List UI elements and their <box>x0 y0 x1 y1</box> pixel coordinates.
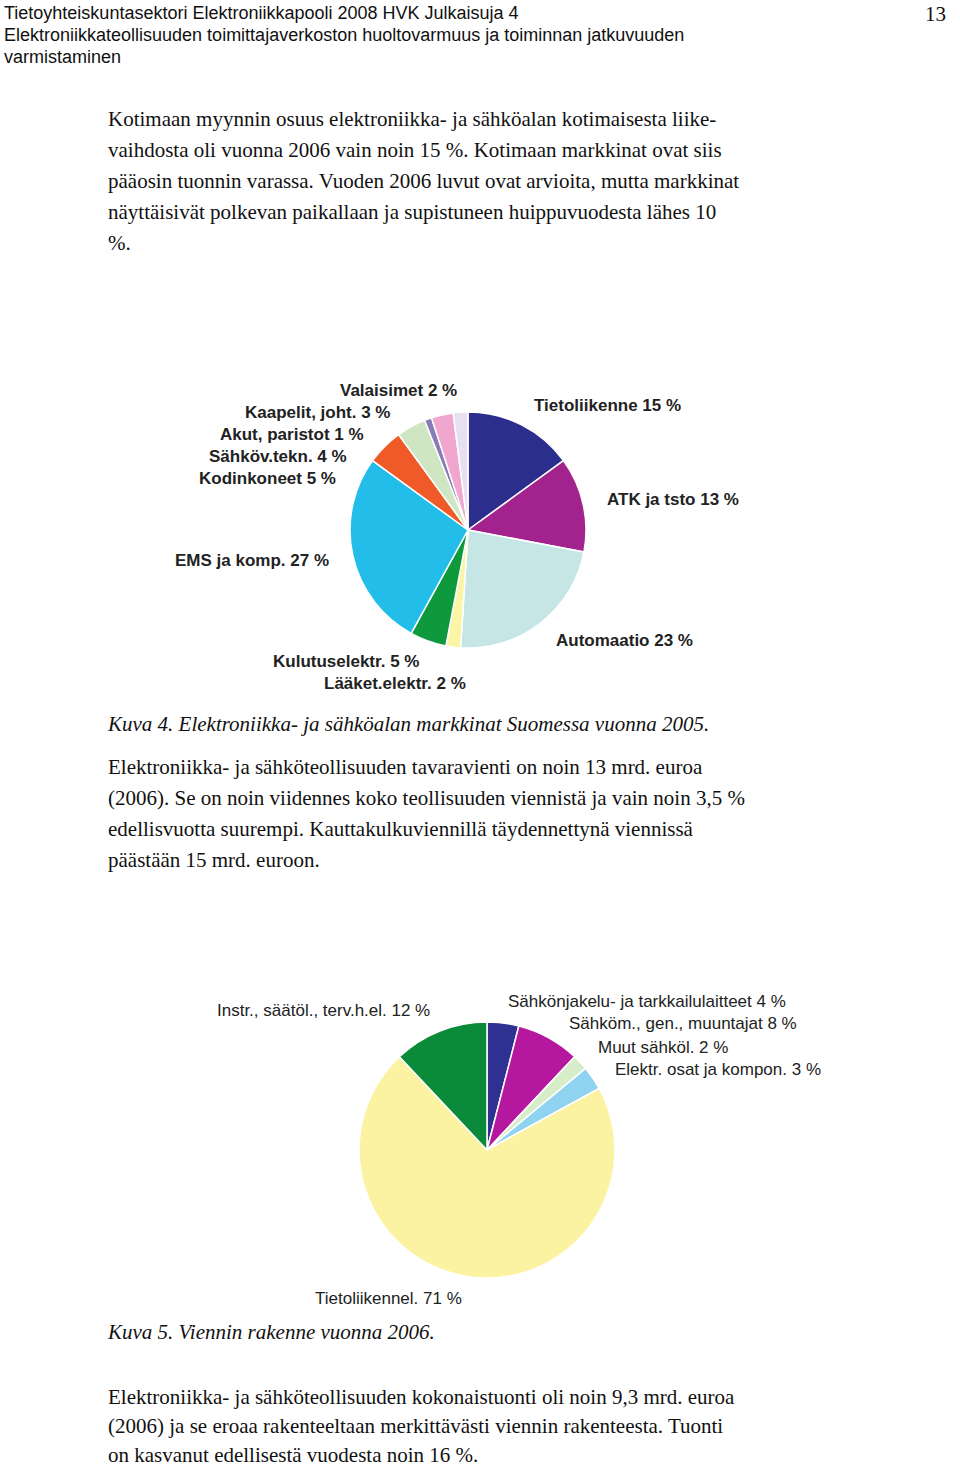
html-text:(2006). Se on noin viidennes k: (2006). Se on noin viidennes koko teolli… <box>108 786 745 810</box>
svg-text:Instr., säätöl., terv.h.el. 12: Instr., säätöl., terv.h.el. 12 % <box>217 1001 430 1020</box>
html-text:on kasvanut edellisestä vuodes: on kasvanut edellisestä vuodesta noin 16… <box>108 1443 479 1467</box>
html-text:Kuva 5. Viennin rakenne vuonna: Kuva 5. Viennin rakenne vuonna 2006. <box>108 1320 435 1344</box>
html-text:Kotimaan myynnin osuus elektro: Kotimaan myynnin osuus elektroniikka- ja… <box>108 107 717 131</box>
html-text:päästään 15 mrd. euroon.: päästään 15 mrd. euroon. <box>108 848 320 872</box>
html-text:Elektroniikka- ja sähköteollis: Elektroniikka- ja sähköteollisuuden tava… <box>108 755 703 779</box>
svg-text:Sähköm., gen., muuntajat 8 %: Sähköm., gen., muuntajat 8 % <box>569 1014 797 1033</box>
svg-text:Kulutuselektr. 5 %: Kulutuselektr. 5 % <box>273 652 419 671</box>
svg-text:Tietoliikenne 15 %: Tietoliikenne 15 % <box>534 396 681 415</box>
html-text:näyttäisivät polkevan paikalla: näyttäisivät polkevan paikallaan ja supi… <box>108 200 717 224</box>
svg-text:Automaatio 23 %: Automaatio 23 % <box>556 631 693 650</box>
html-text:Tietoyhteiskuntasektori Elektr: Tietoyhteiskuntasektori Elektroniikkapoo… <box>4 3 519 23</box>
html-text:pääosin tuonnin varassa. Vuode: pääosin tuonnin varassa. Vuoden 2006 luv… <box>108 169 740 193</box>
svg-text:Kodinkoneet 5 %: Kodinkoneet 5 % <box>199 469 336 488</box>
svg-text:Akut, paristot 1 %: Akut, paristot 1 % <box>220 425 364 444</box>
svg-text:Sähkönjakelu- ja tarkkailulait: Sähkönjakelu- ja tarkkailulaitteet 4 % <box>508 992 786 1011</box>
svg-text:Valaisimet 2 %: Valaisimet 2 % <box>340 381 457 400</box>
html-text:13: 13 <box>925 2 946 26</box>
svg-text:Muut sähköl. 2 %: Muut sähköl. 2 % <box>598 1038 728 1057</box>
svg-text:Lääket.elektr. 2 %: Lääket.elektr. 2 % <box>324 674 466 693</box>
svg-text:ATK ja tsto 13 %: ATK ja tsto 13 % <box>607 490 739 509</box>
html-text:Elektroniikka- ja sähköteollis: Elektroniikka- ja sähköteollisuuden koko… <box>108 1385 735 1409</box>
html-text:edellisvuotta suurempi. Kautta: edellisvuotta suurempi. Kauttakulkuvienn… <box>108 817 693 841</box>
html-text:Kuva 4. Elektroniikka- ja sähk: Kuva 4. Elektroniikka- ja sähköalan mark… <box>108 712 710 736</box>
svg-text:Elektr. osat ja kompon. 3 %: Elektr. osat ja kompon. 3 % <box>615 1060 821 1079</box>
svg-text:Kaapelit, joht. 3 %: Kaapelit, joht. 3 % <box>245 403 390 422</box>
svg-text:Sähköv.tekn. 4 %: Sähköv.tekn. 4 % <box>209 447 347 466</box>
svg-text:EMS ja komp. 27 %: EMS ja komp. 27 % <box>175 551 329 570</box>
html-text:Elektroniikkateollisuuden toim: Elektroniikkateollisuuden toimittajaverk… <box>4 25 685 45</box>
svg-text:Tietoliikennel. 71 %: Tietoliikennel. 71 % <box>315 1289 462 1308</box>
html-text:varmistaminen: varmistaminen <box>4 47 121 67</box>
html-text:(2006) ja se eroaa rakenteelta: (2006) ja se eroaa rakenteeltaan merkitt… <box>108 1414 724 1438</box>
html-text:vaihdosta oli vuonna 2006 vain: vaihdosta oli vuonna 2006 vain noin 15 %… <box>108 138 722 162</box>
